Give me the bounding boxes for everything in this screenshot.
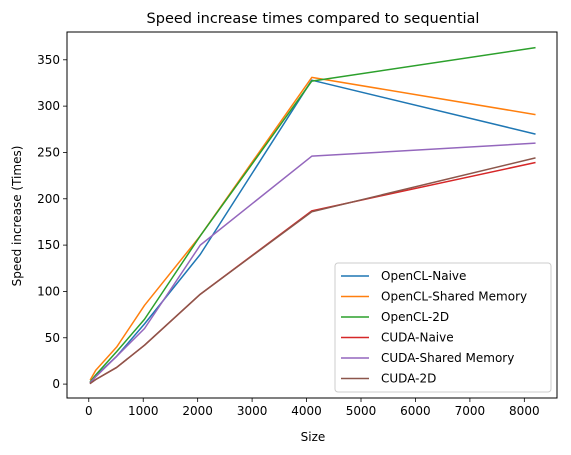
x-axis-label: Size (301, 430, 326, 444)
x-tick-label: 5000 (346, 404, 377, 418)
plot-frame (66, 31, 558, 399)
series-lines (89, 46, 536, 385)
x-tick-label: 3000 (237, 404, 268, 418)
legend-label: OpenCL-Naive (381, 269, 466, 283)
legend-box (334, 262, 552, 393)
y-axis-label: Speed increase (Times) (10, 146, 24, 287)
legend-label: CUDA-2D (381, 372, 436, 386)
x-tick-label: 6000 (400, 404, 431, 418)
x-axis: 0 1000 2000 3000 4000 5000 6000 7000 8000 (85, 398, 540, 418)
y-tick-label: 250 (37, 145, 60, 159)
legend-label: CUDA-Shared Memory (381, 351, 514, 365)
series-line-2 (89, 46, 536, 383)
legend-label: OpenCL-Shared Memory (381, 290, 527, 304)
y-tick-label: 300 (37, 99, 60, 113)
series-line-4 (89, 142, 536, 384)
legend-label: OpenCL-2D (381, 310, 449, 324)
y-axis: 0 50 100 150 200 250 300 350 (37, 53, 67, 391)
x-tick-label: 0 (85, 404, 93, 418)
series-line-1 (89, 76, 536, 381)
legend: OpenCL-Naive OpenCL-Shared Memory OpenCL-2… (334, 262, 552, 393)
chart-title: Speed increase times compared to sequent… (147, 11, 480, 27)
x-tick-label: 8000 (509, 404, 540, 418)
x-tick-label: 7000 (455, 404, 486, 418)
y-tick-label: 150 (37, 238, 60, 252)
x-tick-label: 4000 (291, 404, 322, 418)
y-tick-label: 200 (37, 192, 60, 206)
x-tick-label: 2000 (182, 404, 213, 418)
legend-label: CUDA-Naive (381, 331, 454, 345)
y-tick-label: 100 (37, 284, 60, 298)
y-tick-label: 50 (45, 331, 60, 345)
plot-area (66, 31, 558, 399)
y-tick-label: 350 (37, 53, 60, 67)
x-tick-label: 1000 (128, 404, 159, 418)
series-line-5 (89, 157, 536, 385)
y-tick-label: 0 (52, 377, 60, 391)
